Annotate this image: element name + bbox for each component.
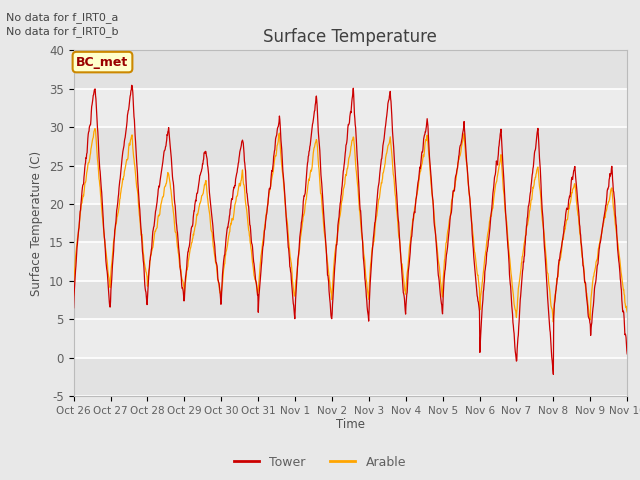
Tower <box>436 294 444 300</box>
Bar <box>74 204 627 242</box>
Bar <box>74 358 627 396</box>
Line: Tower: Tower <box>74 85 627 374</box>
Bar <box>74 242 627 281</box>
Arable <box>623 309 631 315</box>
Tower <box>558 239 566 245</box>
Tower <box>128 83 136 88</box>
Tower <box>550 372 557 377</box>
Y-axis label: Surface Temperature (C): Surface Temperature (C) <box>31 151 44 296</box>
Tower <box>509 320 516 325</box>
Tower <box>180 294 188 300</box>
Arable <box>558 239 566 245</box>
Line: Arable: Arable <box>74 129 627 322</box>
Bar <box>74 127 627 166</box>
X-axis label: Time: Time <box>336 419 365 432</box>
Text: BC_met: BC_met <box>76 56 129 69</box>
Title: Surface Temperature: Surface Temperature <box>264 28 437 46</box>
Tower <box>70 305 77 311</box>
Arable <box>509 288 516 294</box>
Bar <box>74 50 627 89</box>
Bar <box>74 319 627 358</box>
Tower <box>255 292 263 298</box>
Arable <box>255 278 263 284</box>
Bar <box>74 166 627 204</box>
Arable <box>436 280 444 286</box>
Arable <box>550 319 557 325</box>
Bar <box>74 89 627 127</box>
Tower <box>193 190 201 196</box>
Bar <box>74 281 627 319</box>
Text: No data for f_IRT0_a: No data for f_IRT0_a <box>6 12 119 23</box>
Legend: Tower, Arable: Tower, Arable <box>229 451 411 474</box>
Tower <box>623 351 631 357</box>
Arable <box>193 211 201 217</box>
Arable <box>70 293 77 299</box>
Text: No data for f_IRT0_b: No data for f_IRT0_b <box>6 26 119 37</box>
Arable <box>180 283 188 288</box>
Arable <box>92 126 99 132</box>
